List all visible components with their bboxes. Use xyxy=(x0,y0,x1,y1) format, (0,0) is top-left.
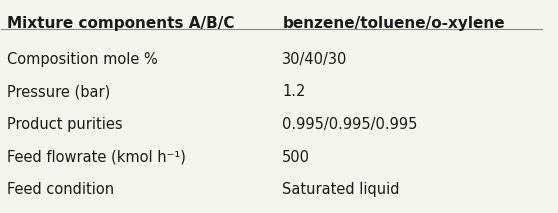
Text: benzene/toluene/o-xylene: benzene/toluene/o-xylene xyxy=(282,16,505,31)
Text: Feed condition: Feed condition xyxy=(7,182,114,197)
Text: Feed flowrate (kmol h⁻¹): Feed flowrate (kmol h⁻¹) xyxy=(7,150,186,165)
Text: 1.2: 1.2 xyxy=(282,84,306,99)
Text: Composition mole %: Composition mole % xyxy=(7,52,157,67)
Text: Product purities: Product purities xyxy=(7,117,122,132)
Text: 0.995/0.995/0.995: 0.995/0.995/0.995 xyxy=(282,117,417,132)
Text: 30/40/30: 30/40/30 xyxy=(282,52,348,67)
Text: 500: 500 xyxy=(282,150,310,165)
Text: Saturated liquid: Saturated liquid xyxy=(282,182,400,197)
Text: Pressure (bar): Pressure (bar) xyxy=(7,84,110,99)
Text: Mixture components A/B/C: Mixture components A/B/C xyxy=(7,16,234,31)
